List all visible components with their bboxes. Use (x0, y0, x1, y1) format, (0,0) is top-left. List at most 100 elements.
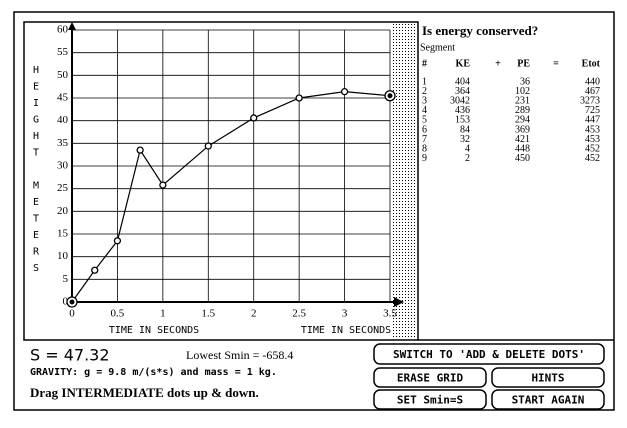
table-cell: 1 (422, 76, 427, 87)
x-tick-label: 3 (342, 308, 348, 320)
dot[interactable] (295, 94, 303, 102)
dot[interactable] (113, 237, 122, 245)
button-box (373, 343, 605, 365)
table-cell: 447 (585, 115, 600, 126)
y-tick-label: 55 (57, 46, 69, 58)
y-tick-label: 45 (57, 92, 69, 104)
table-header: PE (517, 58, 530, 69)
y-tick-label: 40 (57, 114, 69, 126)
button[interactable]: HINTS (491, 367, 605, 388)
table-title: Is energy conserved? (422, 23, 538, 38)
x-axis-label: TIME IN SECONDS (109, 325, 199, 336)
table-cell: 5 (422, 115, 427, 126)
y-tick-label: 10 (57, 250, 69, 262)
table-cell: 4 (465, 143, 470, 154)
table-header: = (553, 58, 559, 69)
button-box (491, 367, 605, 388)
dot-outer (204, 142, 212, 150)
table-cell: 294 (515, 115, 530, 126)
dot[interactable] (159, 181, 167, 189)
table-cell: 153 (455, 115, 470, 126)
dot-outer (295, 94, 303, 102)
table-cell: 725 (585, 105, 600, 116)
x-axis-label: TIME IN SECONDS (301, 325, 391, 336)
button-label: SET Smin=S (397, 394, 463, 407)
button[interactable]: SWITCH TO 'ADD & DELETE DOTS' (373, 343, 605, 365)
y-tick-label: 30 (57, 160, 69, 172)
button-box (491, 389, 605, 410)
table-cell: 36 (520, 76, 530, 87)
table-cell: 3273 (580, 95, 600, 106)
dot[interactable] (204, 142, 212, 150)
button[interactable]: START AGAIN (491, 389, 605, 410)
y-axis-arrow (68, 22, 76, 30)
table-cell: 453 (585, 124, 600, 135)
table-cell: 7 (422, 134, 427, 145)
y-tick-label: 5 (63, 273, 69, 285)
x-tick-label: 0 (69, 308, 75, 320)
dotted-strip (392, 23, 417, 339)
table-cell: 467 (585, 86, 600, 97)
height-line (71, 91, 391, 303)
dot (66, 296, 78, 308)
x-axis-arrow (394, 297, 404, 307)
dot[interactable] (136, 146, 144, 154)
x-tick-label: 1.5 (201, 308, 215, 320)
x-tick-label: 3.5 (383, 308, 397, 320)
table-cell: 364 (455, 86, 470, 97)
table-cell: 404 (455, 76, 470, 87)
table-cell: 448 (515, 143, 530, 154)
button-label: START AGAIN (512, 394, 585, 407)
lowest-score: Lowest Smin = -658.4 (186, 348, 293, 362)
dot-outer (250, 114, 258, 122)
y-tick-label: 60 (57, 24, 69, 36)
table-cell: 289 (515, 105, 530, 116)
table-header: Etot (582, 58, 601, 69)
dot-outer (340, 88, 349, 96)
button[interactable]: ERASE GRID (373, 367, 487, 388)
x-tick-label: 2 (251, 308, 257, 320)
dot[interactable] (340, 88, 349, 96)
table-header: # (422, 58, 427, 69)
table-header: KE (456, 58, 471, 69)
table-header: + (495, 58, 501, 69)
score: S = 47.32 (30, 346, 110, 365)
table-cell: 421 (515, 134, 530, 145)
y-tick-label: 15 (57, 228, 69, 240)
table-cell: 102 (515, 86, 530, 97)
table-cell: 436 (455, 105, 470, 116)
table-cell: 369 (515, 124, 530, 135)
button[interactable]: SET Smin=S (373, 389, 487, 410)
button-box (373, 389, 487, 410)
button-label: SWITCH TO 'ADD & DELETE DOTS' (393, 348, 585, 361)
table-cell: 32 (460, 134, 470, 145)
dot-outer (113, 237, 122, 245)
dot-inner (387, 93, 393, 99)
table-cell: 440 (585, 76, 600, 87)
y-tick-label: 50 (57, 69, 69, 81)
table-cell: 453 (585, 134, 600, 145)
table-cell: 6 (422, 124, 427, 135)
table-cell: 3042 (450, 95, 470, 106)
table-cell: 9 (422, 153, 427, 164)
dot[interactable] (250, 114, 258, 122)
y-tick-label: 25 (57, 182, 69, 194)
table-cell: 3 (422, 95, 427, 106)
table-cell: 452 (585, 153, 600, 164)
y-tick-label: 20 (57, 205, 69, 217)
dot[interactable] (91, 266, 99, 274)
y-tick-label: 35 (57, 137, 69, 149)
x-tick-label: 1 (160, 308, 166, 320)
dot-outer (159, 181, 167, 189)
dot-outer (91, 266, 99, 274)
x-tick-label: 2.5 (292, 308, 306, 320)
table-cell: 8 (422, 143, 427, 154)
button-label: HINTS (531, 372, 564, 385)
table-cell: 231 (515, 95, 530, 106)
y-tick-label: 0 (63, 296, 69, 308)
dot-outer (136, 146, 144, 154)
button-label: ERASE GRID (397, 372, 464, 385)
button-box (373, 367, 487, 388)
table-cell: 452 (585, 143, 600, 154)
